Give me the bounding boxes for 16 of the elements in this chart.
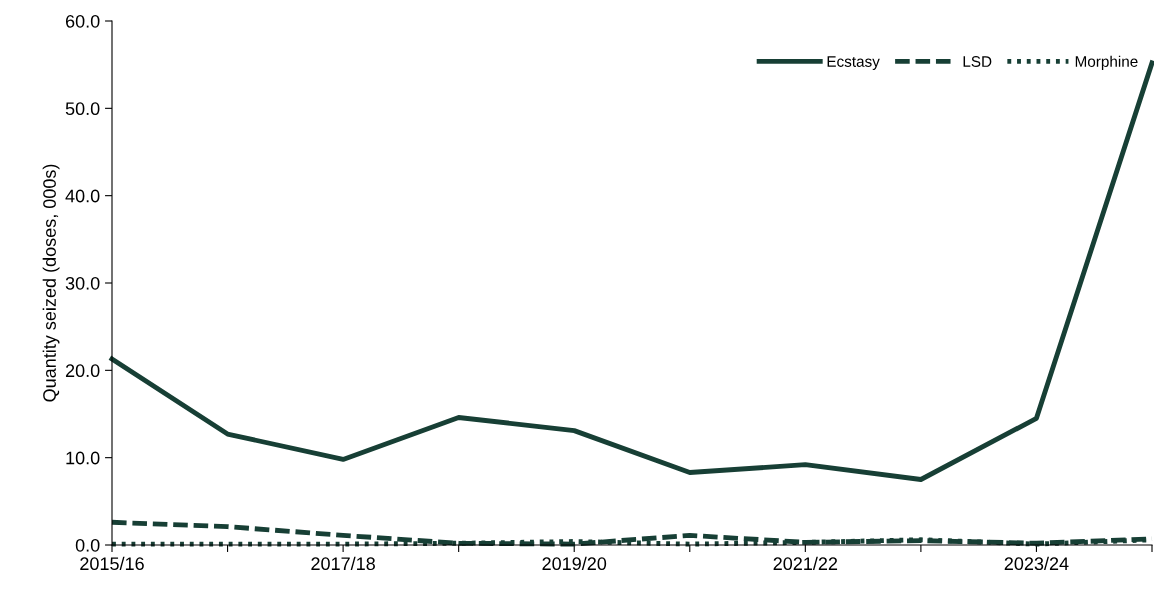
x-tick-label: 2015/16 [80,556,144,571]
y-tick-label: 30.0 [65,276,100,290]
legend-label: Morphine [1075,55,1138,70]
y-tick-label: 20.0 [65,364,100,378]
y-tick-label: 60.0 [65,14,100,28]
y-tick-label: 0.0 [75,538,100,552]
y-tick-label: 40.0 [65,189,100,203]
y-tick-label: 10.0 [66,451,100,465]
x-tick-label: 2023/24 [1004,556,1069,571]
legend-label: Ecstasy [827,56,880,70]
legend-label: LSD [963,56,992,67]
x-tick-label: 2017/18 [311,556,375,571]
x-tick-label: 2021/22 [773,556,838,571]
x-tick-label: 2019/20 [542,556,607,571]
y-tick-label: 50.0 [65,102,100,116]
y-axis-title: Quantity seized (doses, 000s) [42,164,60,402]
